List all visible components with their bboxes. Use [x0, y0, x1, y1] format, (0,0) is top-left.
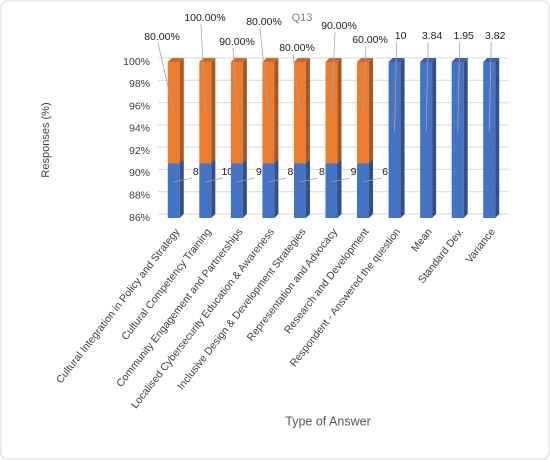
data-label: 8 — [287, 166, 293, 178]
bar-segment — [483, 58, 500, 218]
bar-segment — [199, 159, 216, 218]
data-label: 9 — [256, 166, 262, 178]
bar-segment — [262, 159, 279, 218]
y-axis-label: Responses (%) — [40, 102, 52, 177]
bar-segment — [420, 58, 437, 218]
y-tick-label: 100% — [123, 56, 150, 68]
leader-line — [200, 23, 206, 113]
data-label: 80.00% — [246, 16, 282, 28]
bar-segment — [230, 58, 247, 164]
leader-line — [268, 177, 287, 183]
data-label: 10 — [221, 166, 233, 178]
x-axis-label: Type of Answer — [285, 414, 370, 428]
leader-line — [292, 53, 301, 113]
leader-line — [232, 47, 238, 113]
leader-line — [362, 45, 367, 113]
data-label: 90.00% — [219, 36, 255, 48]
leader-line — [331, 31, 336, 113]
data-label: 3.84 — [422, 30, 443, 42]
bar-segment — [262, 58, 279, 164]
bar-segment — [357, 58, 374, 164]
bar-segment — [199, 58, 216, 164]
y-tick-label: 92% — [129, 145, 150, 157]
y-tick-label: 98% — [129, 78, 150, 90]
data-label: 80.00% — [144, 31, 180, 43]
leader-line — [236, 177, 255, 183]
data-label: 9 — [351, 166, 357, 178]
bar-segment — [388, 58, 405, 218]
y-tick-label: 96% — [129, 100, 150, 112]
data-label: 90.00% — [321, 20, 357, 32]
y-tick-label: 86% — [129, 212, 150, 224]
bar-segment — [167, 159, 184, 218]
leader-line — [331, 177, 350, 183]
leader-line — [157, 42, 175, 113]
data-label: 3.82 — [485, 30, 506, 42]
data-label: 8 — [319, 166, 325, 178]
data-label: 100.00% — [184, 12, 225, 24]
leader-line — [259, 27, 269, 113]
y-tick-label: 88% — [129, 189, 150, 201]
bar-segment — [230, 159, 247, 218]
leader-line — [457, 41, 461, 133]
bar-segment — [293, 58, 310, 164]
leader-line — [173, 177, 192, 183]
leader-line — [205, 177, 224, 183]
data-label: 1.95 — [453, 30, 474, 42]
bar-segment — [325, 159, 342, 218]
data-label: 80.00% — [279, 42, 315, 54]
data-label: 8 — [193, 166, 199, 178]
leader-line — [362, 177, 382, 183]
data-label: 10 — [395, 30, 407, 42]
bar-segment — [293, 159, 310, 218]
chart-title: Q13 — [292, 12, 313, 24]
bar-segment — [167, 58, 184, 164]
bar-segment — [357, 159, 374, 218]
y-tick-label: 94% — [129, 123, 150, 135]
leader-line — [299, 177, 319, 183]
leader-line — [488, 41, 492, 133]
data-label: 60.00% — [352, 34, 388, 46]
leader-line — [425, 41, 429, 133]
leader-line — [394, 41, 397, 133]
bar-segment — [451, 58, 468, 218]
y-tick-label: 90% — [129, 167, 150, 179]
data-label: 6 — [382, 166, 388, 178]
